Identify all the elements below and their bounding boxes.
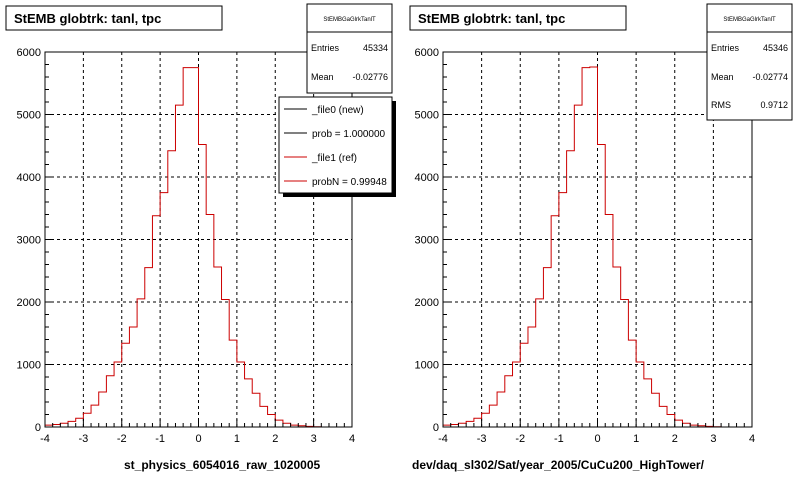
y-tick-label: 4000	[17, 172, 41, 184]
x-tick-label: -3	[477, 433, 487, 445]
histogram-panel-left: StEMB globtrk: tanl, tpc st_physics_6054…	[5, 3, 396, 472]
y-tick-label: 6000	[17, 47, 41, 59]
stats-label: RMS	[711, 100, 731, 110]
y-tick-label: 6000	[415, 47, 439, 59]
y-tick-label: 0	[433, 422, 439, 434]
x-tick-label: -1	[155, 433, 165, 445]
stats-label: Entries	[711, 43, 740, 53]
x-tick-label: 1	[234, 433, 240, 445]
x-axis-label: st_physics_6054016_raw_1020005	[124, 458, 320, 472]
stats-name: StEMBGaGlrkTanlT	[723, 17, 776, 23]
chart-title: StEMB globtrk: tanl, tpc	[418, 11, 565, 26]
x-tick-label: 2	[672, 433, 678, 445]
x-tick-label: -2	[515, 433, 525, 445]
stats-label: Mean	[711, 72, 734, 82]
title-box: StEMB globtrk: tanl, tpc	[5, 5, 223, 31]
stats-value: -0.02776	[352, 72, 388, 82]
y-tick-label: 5000	[415, 110, 439, 122]
legend-label: _file0 (new)	[311, 105, 364, 116]
title-box: StEMB globtrk: tanl, tpc	[409, 5, 627, 31]
y-tick-label: 2000	[17, 297, 41, 309]
x-tick-label: 3	[311, 433, 317, 445]
y-tick-label: 4000	[415, 172, 439, 184]
axes: -4 -3 -2 -1 0 1 2 3 4 0 1000 2000 3000 4000 5000 6000	[17, 47, 356, 445]
stats-box: StEMBGaGlrkTanlT Entries 45346 Mean -0.02774…	[706, 3, 793, 121]
stats-box: StEMBGaGlrkTanlT Entries 45334 Mean -0.02776	[306, 3, 393, 94]
legend-label: prob = 1.000000	[312, 129, 386, 140]
x-tick-label: -4	[438, 433, 448, 445]
histogram-panel-right: StEMB globtrk: tanl, tpc dev/daq_sl302/S…	[409, 3, 793, 472]
grid	[45, 51, 352, 427]
y-tick-label: 1000	[415, 360, 439, 372]
stats-value: 0.9712	[760, 100, 788, 110]
stats-value: 45334	[363, 43, 388, 53]
y-tick-label: 2000	[415, 297, 439, 309]
x-tick-label: 3	[710, 433, 716, 445]
x-tick-label: -2	[117, 433, 127, 445]
x-axis-label: dev/daq_sl302/Sat/year_2005/CuCu200_High…	[412, 458, 705, 472]
legend-label: probN = 0.99948	[312, 177, 387, 188]
stats-name: StEMBGaGlrkTanlT	[323, 17, 376, 23]
x-tick-label: 0	[594, 433, 600, 445]
x-tick-label: 0	[195, 433, 201, 445]
legend-label: _file1 (ref)	[311, 153, 357, 164]
stats-value: -0.02774	[752, 72, 788, 82]
x-tick-label: 1	[633, 433, 639, 445]
stats-value: 45346	[763, 43, 788, 53]
x-tick-label: -3	[78, 433, 88, 445]
chart-title: StEMB globtrk: tanl, tpc	[14, 11, 161, 26]
x-tick-label: 2	[272, 433, 278, 445]
x-tick-label: 4	[349, 433, 355, 445]
y-tick-label: 0	[35, 422, 41, 434]
stats-label: Mean	[311, 72, 334, 82]
x-tick-label: 4	[749, 433, 755, 445]
axes: -4 -3 -2 -1 0 1 2 3 4 0 1000 2000 3000 4000 5000 6000	[415, 47, 756, 445]
y-tick-label: 1000	[17, 360, 41, 372]
y-tick-label: 3000	[415, 235, 439, 247]
x-tick-label: -1	[554, 433, 564, 445]
y-tick-label: 3000	[17, 235, 41, 247]
x-tick-label: -4	[40, 433, 50, 445]
y-tick-label: 5000	[17, 110, 41, 122]
stats-label: Entries	[311, 43, 340, 53]
legend: _file0 (new) prob = 1.000000 _file1 (ref) p…	[278, 96, 396, 197]
